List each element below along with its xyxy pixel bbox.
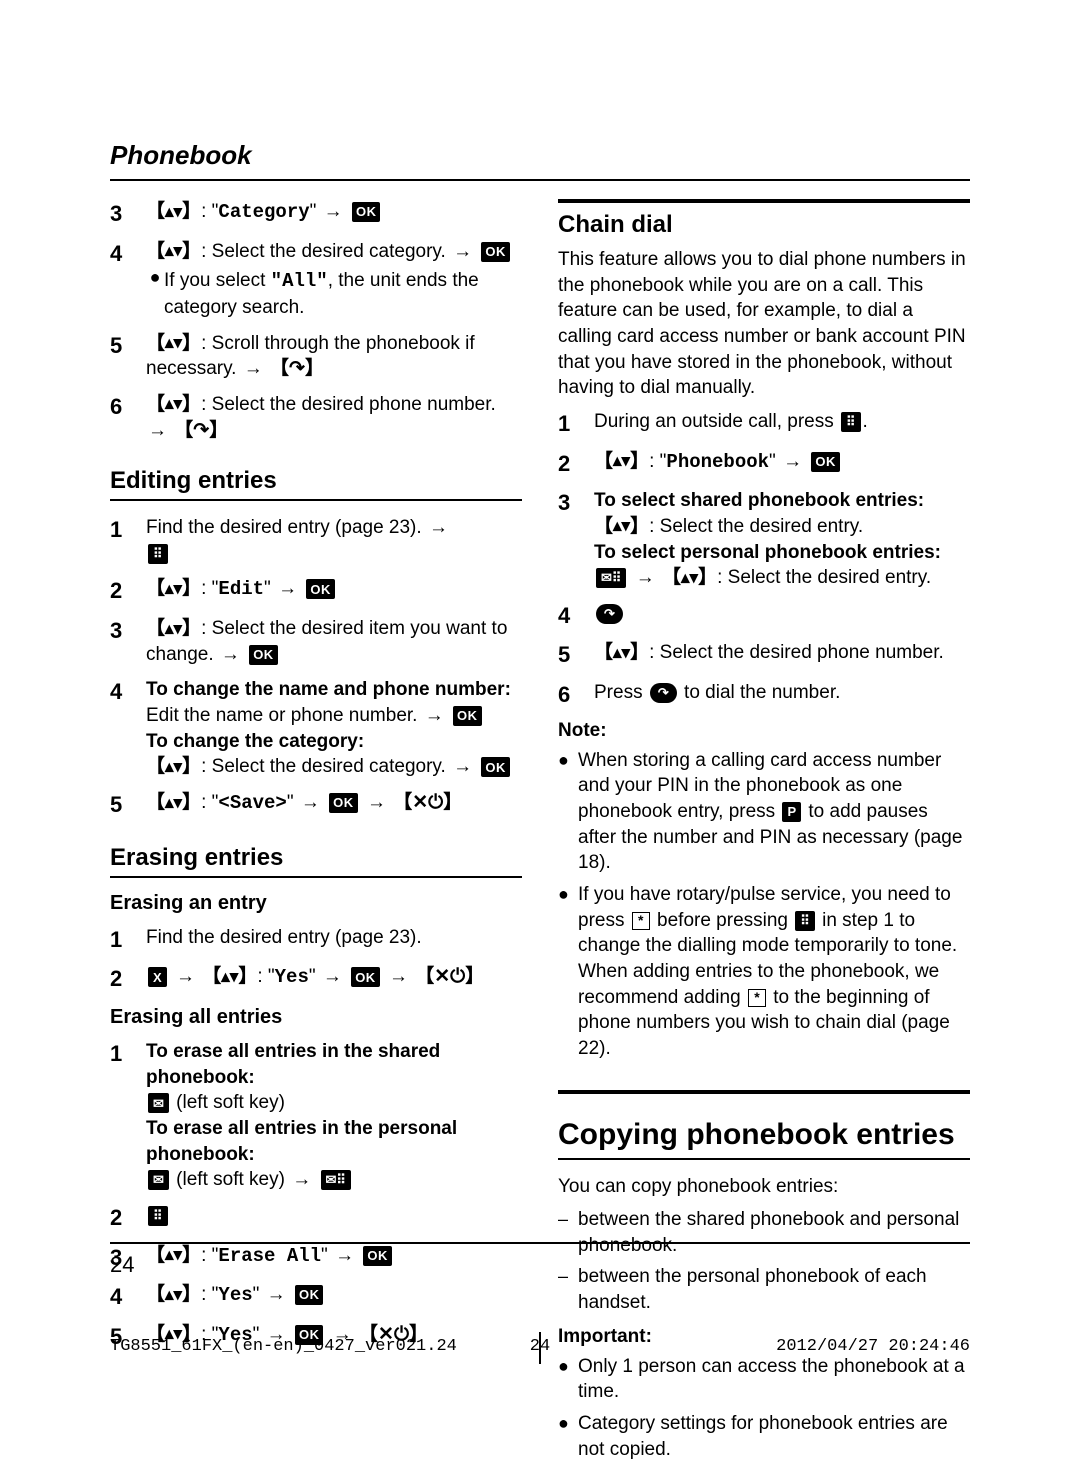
step-5: 5 【▴▾】: Scroll through the phonebook if … — [110, 331, 522, 382]
footer: TG8551_61FX_(en-en)_0427_ver021.24 24 20… — [0, 1337, 1080, 1356]
right-column: Chain dial This feature allows you to di… — [558, 199, 970, 1468]
eraseall-step-3: 3 【▴▾】: "Erase All" → OK — [110, 1243, 522, 1273]
h-erasing: Erasing entries — [110, 844, 522, 878]
ok-icon: OK — [481, 757, 510, 777]
hr-top — [110, 179, 970, 181]
dash-item: –between the personal phonebook of each … — [558, 1264, 970, 1315]
chain-step-1: 1 During an outside call, press ⠿. — [558, 409, 970, 439]
page-hr — [110, 1242, 970, 1244]
ok-icon: OK — [363, 1246, 392, 1266]
ok-icon: OK — [295, 1285, 324, 1305]
off-icon: ✕⏻ — [434, 966, 465, 987]
updown-icon: 【▴▾】 — [662, 567, 717, 588]
copy-dash-list: –between the shared phonebook and person… — [558, 1207, 970, 1316]
chain-step-3: 3 To select shared phonebook entries: 【▴… — [558, 488, 970, 591]
step-3: 3 【▴▾】: "Category" → OK — [110, 199, 522, 229]
updown-icon: 【▴▾】 — [594, 642, 649, 663]
ok-icon: OK — [811, 452, 840, 472]
section-title: Phonebook — [110, 140, 970, 171]
columns: 3 【▴▾】: "Category" → OK 4 【▴▾】: Select t… — [110, 199, 970, 1468]
menu-icon: ⠿ — [795, 911, 815, 931]
eraseall-step-1: 1 To erase all entries in the shared pho… — [110, 1039, 522, 1193]
footer-left: TG8551_61FX_(en-en)_0427_ver021.24 — [110, 1337, 540, 1356]
chain-step-2: 2 【▴▾】: "Phonebook" → OK — [558, 449, 970, 479]
softpb-icon: ✉⠿ — [596, 568, 626, 588]
updown-icon: 【▴▾】 — [146, 578, 201, 599]
call-icon: ↷ — [650, 683, 677, 703]
ok-icon: OK — [306, 579, 335, 599]
step-6: 6 【▴▾】: Select the desired phone number.… — [110, 392, 522, 443]
footer-right: 2012/04/27 20:24:46 — [540, 1337, 970, 1356]
chain-step-5: 5 【▴▾】: Select the desired phone number. — [558, 640, 970, 670]
note-label: Note: — [558, 720, 970, 742]
menu-icon: ⠿ — [841, 412, 861, 432]
updown-icon: 【▴▾】 — [146, 201, 201, 222]
edit-step-4: 4 To change the name and phone number: E… — [110, 677, 522, 780]
call-icon: ↷ — [289, 358, 305, 379]
updown-icon: 【▴▾】 — [202, 966, 257, 987]
call-icon: ↷ — [596, 604, 623, 624]
softkey-icon: ✉ — [148, 1093, 169, 1113]
important-item: ●Category settings for phonebook entries… — [558, 1411, 970, 1462]
eraseall-step-4: 4 【▴▾】: "Yes" → OK — [110, 1282, 522, 1312]
important-item: ●Only 1 person can access the phonebook … — [558, 1354, 970, 1405]
edit-step-3: 3 【▴▾】: Select the desired item you want… — [110, 616, 522, 667]
edit-step-2: 2 【▴▾】: "Edit" → OK — [110, 576, 522, 606]
erase-step-1: 1 Find the desired entry (page 23). — [110, 925, 522, 955]
ok-icon: OK — [481, 242, 510, 262]
chain-step-4: 4 ↷ — [558, 601, 970, 631]
ok-icon: OK — [453, 706, 482, 726]
page: Phonebook 3 【▴▾】: "Category" → OK 4 【▴▾】… — [0, 0, 1080, 1404]
updown-icon: 【▴▾】 — [146, 1245, 201, 1266]
updown-icon: 【▴▾】 — [594, 451, 649, 472]
off-icon: ✕⏻ — [412, 792, 443, 813]
updown-icon: 【▴▾】 — [594, 516, 649, 537]
edit-step-5: 5 【▴▾】: "<Save>" → OK → 【✕⏻】 — [110, 790, 522, 820]
h-erasing-all: Erasing all entries — [110, 1006, 522, 1029]
menu-icon: ⠿ — [148, 1206, 168, 1226]
softpb-icon: ✉⠿ — [321, 1170, 351, 1190]
edit-step-1: 1 Find the desired entry (page 23). → ⠿ — [110, 515, 522, 566]
call-icon: ↷ — [193, 420, 209, 441]
h-chain: Chain dial — [558, 211, 970, 239]
note-item: ● If you have rotary/pulse service, you … — [558, 882, 970, 1061]
p-icon: P — [782, 802, 801, 822]
menu-icon: ⠿ — [148, 544, 168, 564]
important-list: ●Only 1 person can access the phonebook … — [558, 1354, 970, 1463]
note-item: ● When storing a calling card access num… — [558, 748, 970, 876]
left-column: 3 【▴▾】: "Category" → OK 4 【▴▾】: Select t… — [110, 199, 522, 1468]
updown-icon: 【▴▾】 — [146, 618, 201, 639]
h-erasing-entry: Erasing an entry — [110, 892, 522, 915]
step-4: 4 【▴▾】: Select the desired category. → O… — [110, 239, 522, 321]
updown-icon: 【▴▾】 — [146, 792, 201, 813]
page-number: 24 — [110, 1252, 134, 1278]
updown-icon: 【▴▾】 — [146, 756, 201, 777]
dash-item: –between the shared phonebook and person… — [558, 1207, 970, 1258]
star-key-icon: * — [632, 912, 650, 930]
ok-icon: OK — [249, 645, 278, 665]
footer-center: 24 — [530, 1337, 550, 1356]
updown-icon: 【▴▾】 — [146, 241, 201, 262]
chain-intro: This feature allows you to dial phone nu… — [558, 247, 970, 401]
arrow-icon: → — [324, 201, 343, 222]
right-hr-top — [558, 199, 970, 203]
ok-icon: OK — [352, 202, 381, 222]
h-copy: Copying phonebook entries — [558, 1118, 970, 1160]
softkey-icon: ✉ — [148, 1170, 169, 1190]
star-key-icon: * — [748, 989, 766, 1007]
copy-intro: You can copy phonebook entries: — [558, 1174, 970, 1200]
updown-icon: 【▴▾】 — [146, 333, 201, 354]
chain-step-6: 6 Press ↷ to dial the number. — [558, 680, 970, 710]
ok-icon: OK — [329, 793, 358, 813]
sub-bullet: ● If you select "All", the unit ends the… — [146, 268, 522, 320]
updown-icon: 【▴▾】 — [146, 1284, 201, 1305]
x-icon: X — [148, 967, 167, 987]
ok-icon: OK — [351, 967, 380, 987]
updown-icon: 【▴▾】 — [146, 394, 201, 415]
eraseall-step-2: 2 ⠿ — [110, 1203, 522, 1233]
erase-step-2: 2 X → 【▴▾】: "Yes" → OK → 【✕⏻】 — [110, 964, 522, 994]
note-list: ● When storing a calling card access num… — [558, 748, 970, 1062]
right-divider — [558, 1090, 970, 1094]
h-editing: Editing entries — [110, 467, 522, 501]
